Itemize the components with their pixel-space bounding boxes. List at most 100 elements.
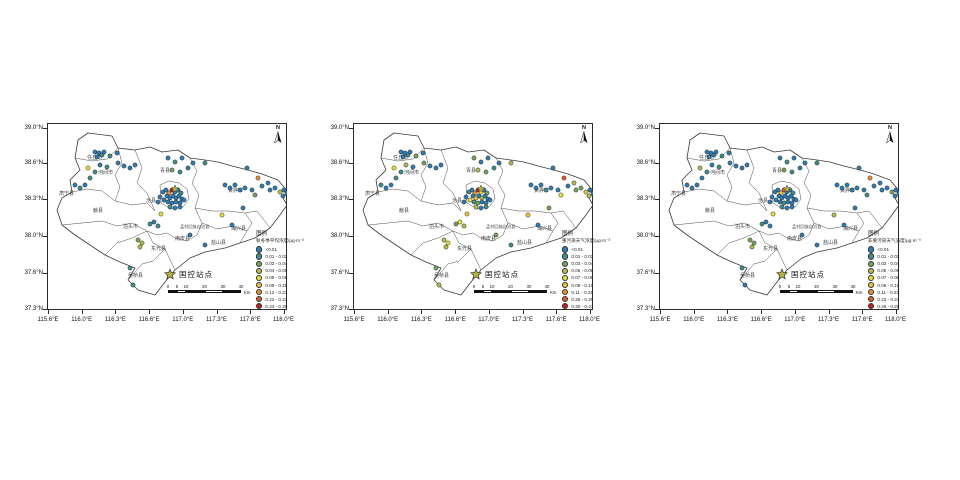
station-dot — [85, 165, 91, 171]
y-axis-tick — [43, 163, 47, 164]
county-label: 青县 — [466, 167, 476, 174]
station-dot — [742, 282, 748, 288]
county-border — [146, 230, 176, 271]
county-label: 海兴县 — [537, 225, 552, 232]
station-dot — [573, 187, 579, 193]
station-dot — [137, 244, 143, 250]
county-border — [134, 149, 156, 212]
legend-row: 0.07 - 0.08 — [868, 274, 938, 282]
scale-bar-segment — [177, 290, 186, 293]
county-border — [127, 248, 166, 281]
station-dot — [747, 237, 753, 243]
x-axis-tick — [895, 310, 897, 314]
station-dot — [491, 165, 497, 171]
x-axis-tick — [589, 310, 591, 314]
station-dot — [525, 212, 531, 218]
station-dot — [165, 155, 171, 161]
north-arrow-dark-half — [278, 131, 282, 143]
legend-class-swatch — [868, 296, 875, 303]
county-border — [239, 212, 253, 244]
station-dot — [733, 163, 739, 169]
station-dot — [528, 182, 534, 188]
scale-bar-number: 0 — [472, 284, 476, 289]
legend-class-label: 0.11 - 0.25 — [571, 289, 594, 295]
station-dot — [155, 223, 161, 229]
scale-bar-segment — [510, 290, 529, 293]
legend: 图例 秋冬季平均浓度/μg·m⁻³ <0.01 0.01 - 0.02 0.03 - 0… — [256, 229, 326, 310]
north-arrow-icon — [886, 131, 894, 144]
station-dot — [689, 185, 695, 191]
station-dot — [240, 205, 246, 211]
county-border — [686, 147, 731, 162]
station-dot — [121, 163, 127, 169]
station-dot — [475, 167, 481, 173]
station-dot — [854, 185, 860, 191]
legend-row: 0.09 - 0.10 — [868, 281, 938, 289]
legend-row: 0.05 - 0.06 — [868, 267, 938, 275]
station-dot — [535, 222, 541, 228]
station-dot — [726, 150, 732, 156]
station-dot — [97, 162, 103, 168]
y-axis-tick — [349, 199, 353, 200]
station-dot — [107, 153, 113, 159]
x-axis-tick-label: 117.3°E — [512, 317, 533, 323]
station-dot — [173, 199, 179, 205]
legend-class-swatch — [256, 296, 263, 303]
station-dot — [421, 160, 427, 166]
county-label: 沧县 — [146, 197, 156, 204]
station-dot — [101, 149, 107, 155]
y-axis-tick-label: 38.6°N — [330, 160, 349, 166]
x-axis-tick — [421, 310, 423, 314]
station-dot — [785, 199, 791, 205]
station-dot — [169, 167, 175, 173]
station-dot — [546, 205, 552, 211]
county-border — [726, 147, 735, 202]
station-dot — [749, 244, 755, 250]
station-dot — [410, 164, 416, 170]
county-border — [465, 180, 496, 210]
station-dot — [165, 199, 171, 205]
station-legend: 国控站点 — [776, 268, 825, 280]
station-dot — [398, 149, 404, 155]
station-dot — [469, 187, 475, 193]
station-dot — [400, 154, 406, 160]
county-label: 南皮县 — [787, 235, 802, 242]
county-label: 沧县 — [452, 197, 462, 204]
station-dot — [127, 165, 133, 171]
legend-class-swatch — [256, 253, 263, 260]
station-dot — [478, 205, 484, 211]
station-dot — [461, 223, 467, 229]
legend-class-swatch — [562, 288, 569, 296]
north-arrow: N — [578, 125, 590, 149]
legend-class-label: 0.05 - 0.06 — [877, 268, 900, 274]
county-border — [683, 188, 728, 202]
x-axis-tick — [727, 310, 729, 314]
legend-class-swatch — [868, 260, 875, 267]
north-arrow-dark-half — [584, 131, 588, 143]
legend-title: 非重污染天气浓度/μg·m⁻³ — [868, 238, 921, 243]
legend-class-swatch — [256, 246, 263, 253]
station-dot — [433, 265, 439, 271]
station-dot — [463, 194, 469, 200]
x-axis-tick-label: 116.3°E — [716, 317, 738, 323]
station-dot — [719, 153, 725, 159]
station-dot — [784, 159, 790, 165]
legend-title: 秋冬季平均浓度/μg·m⁻³ — [256, 238, 304, 243]
station-dot — [789, 200, 795, 206]
x-axis-tick-label: 118.0°E — [273, 317, 294, 323]
station-dot — [856, 165, 862, 171]
station-dot — [590, 190, 593, 196]
legend-class-label: 0.07 - 0.08 — [571, 275, 594, 281]
legend-class-label: 0.23 - 0.24 — [877, 296, 900, 302]
station-dot — [114, 150, 120, 156]
scale-bar-unit: Km — [856, 289, 863, 295]
station-star-shape — [470, 268, 482, 280]
legend-row: 0.22 - 0.23 — [256, 296, 326, 303]
y-axis-tick-label: 38.6°N — [636, 160, 655, 166]
county-label: 孟村回族自治县 — [486, 223, 515, 230]
legend-row: <0.01 — [868, 246, 938, 253]
station-dot — [147, 221, 153, 227]
station-dot — [151, 219, 157, 225]
station-dot — [548, 185, 554, 191]
scale-bar-segment — [492, 290, 511, 293]
